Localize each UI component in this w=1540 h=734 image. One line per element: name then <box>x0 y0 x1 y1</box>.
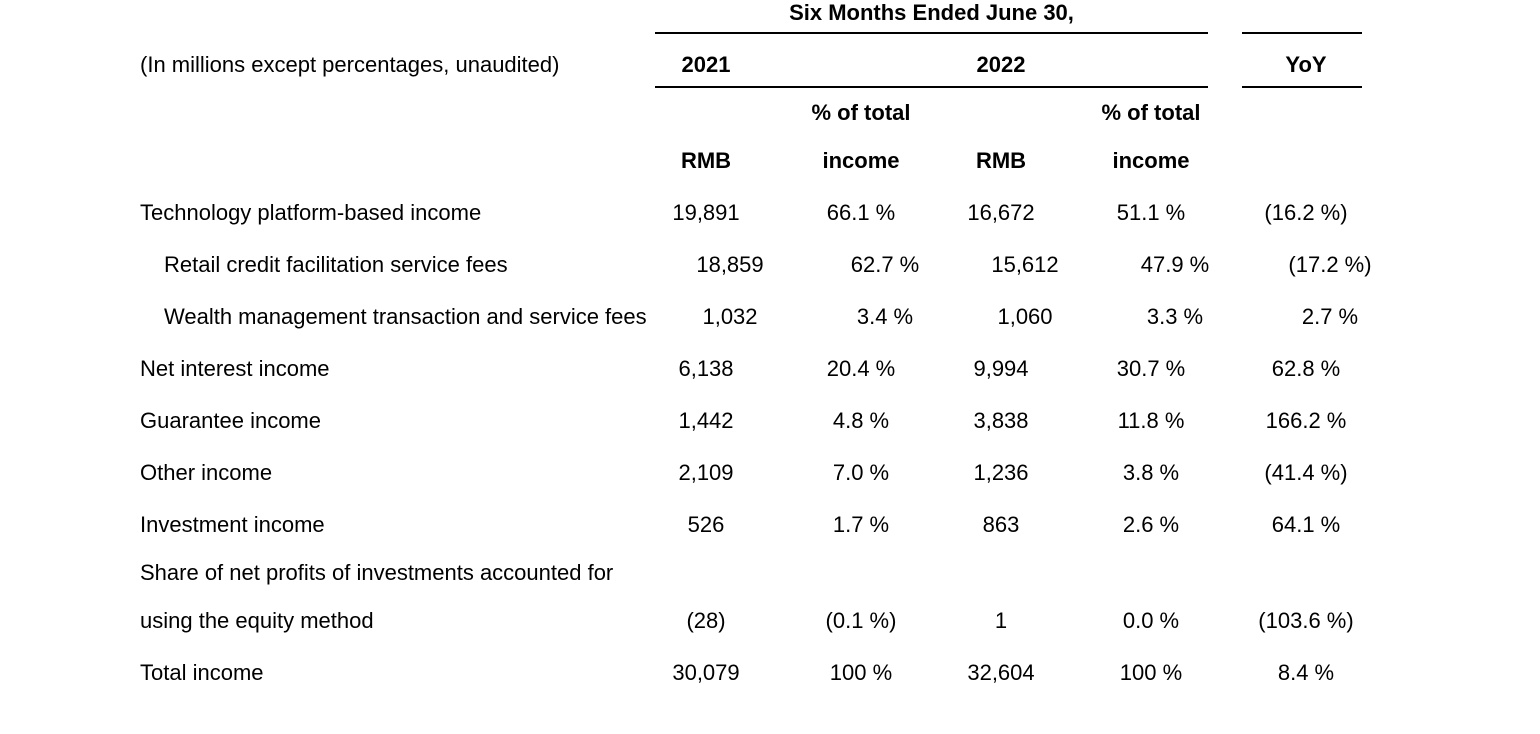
table-row: Technology platform-based income 19,891 … <box>0 200 1354 226</box>
row-label: Investment income <box>140 512 325 537</box>
table-row: Wealth management transaction and servic… <box>0 304 1378 330</box>
cell-rmb-2022: 3,838 <box>973 408 1029 433</box>
col-header-rmb-2021: RMB <box>680 148 732 173</box>
cell-rmb-2022: 1 <box>994 608 1008 633</box>
col-header-rmb-2022: RMB <box>975 148 1027 173</box>
cell-yoy: 166.2 % <box>1265 408 1347 433</box>
col-header-pct-2022-line1: % of total <box>1101 100 1201 125</box>
rule-span-yoy <box>1242 32 1362 34</box>
cell-rmb-2022: 16,672 <box>967 200 1035 225</box>
cell-rmb-2021: 1,442 <box>678 408 734 433</box>
pct-header-row: % of total % of total <box>0 100 1354 126</box>
col-header-pct-2022-line2: income <box>1112 148 1190 173</box>
row-label: Retail credit facilitation service fees <box>164 252 508 277</box>
yoy-header: YoY <box>1285 52 1327 77</box>
cell-pct-2022: 3.8 % <box>1122 460 1180 485</box>
cell-pct-2022: 51.1 % <box>1116 200 1186 225</box>
span-title: Six Months Ended June 30, <box>789 0 1074 25</box>
cell-pct-2022: 2.6 % <box>1122 512 1180 537</box>
year-2021-header: 2021 <box>681 52 731 77</box>
row-label: Other income <box>140 460 273 485</box>
cell-pct-2021: (0.1 %) <box>825 608 897 633</box>
table-row: Total income 30,079 100 % 32,604 100 % 8… <box>0 660 1354 686</box>
cell-rmb-2021: 18,859 <box>696 252 764 277</box>
cell-rmb-2021: 30,079 <box>672 660 740 685</box>
cell-pct-2021: 4.8 % <box>832 408 890 433</box>
cell-rmb-2022: 32,604 <box>967 660 1035 685</box>
cell-pct-2021: 1.7 % <box>832 512 890 537</box>
cell-pct-2022: 3.3 % <box>1146 304 1204 329</box>
cell-yoy: 2.7 % <box>1301 304 1359 329</box>
table-row: Investment income 526 1.7 % 863 2.6 % 64… <box>0 512 1354 538</box>
row-label: Guarantee income <box>140 408 321 433</box>
cell-rmb-2022: 1,236 <box>973 460 1029 485</box>
cell-pct-2022: 47.9 % <box>1140 252 1210 277</box>
cell-rmb-2021: 1,032 <box>702 304 758 329</box>
cell-rmb-2021: 19,891 <box>672 200 740 225</box>
row-label: using the equity method <box>140 608 374 633</box>
row-label: Wealth management transaction and servic… <box>164 304 647 329</box>
cell-yoy: 62.8 % <box>1271 356 1341 381</box>
rule-years-yoy <box>1242 86 1362 88</box>
cell-rmb-2022: 9,994 <box>973 356 1029 381</box>
cell-pct-2021: 62.7 % <box>850 252 920 277</box>
cell-rmb-2022: 863 <box>982 512 1020 537</box>
year-header-row: (In millions except percentages, unaudit… <box>0 52 1354 78</box>
cell-yoy: (103.6 %) <box>1258 608 1354 633</box>
row-label: Technology platform-based income <box>140 200 482 225</box>
table-row: Other income 2,109 7.0 % 1,236 3.8 % (41… <box>0 460 1354 486</box>
cell-pct-2022: 11.8 % <box>1117 408 1185 433</box>
cell-yoy: (41.4 %) <box>1264 460 1348 485</box>
cell-pct-2021: 66.1 % <box>826 200 896 225</box>
cell-yoy: 64.1 % <box>1271 512 1341 537</box>
cell-pct-2021: 20.4 % <box>826 356 896 381</box>
row-label: Net interest income <box>140 356 330 381</box>
cell-rmb-2022: 15,612 <box>991 252 1059 277</box>
table-row: Retail credit facilitation service fees … <box>0 252 1378 278</box>
row-label: Share of net profits of investments acco… <box>140 560 614 585</box>
col-header-pct-2021-line2: income <box>822 148 900 173</box>
cell-yoy: (16.2 %) <box>1264 200 1348 225</box>
rule-years-main <box>655 86 1208 88</box>
cell-rmb-2021: (28) <box>686 608 726 633</box>
unit-note: (In millions except percentages, unaudit… <box>140 52 560 77</box>
cell-rmb-2021: 526 <box>687 512 725 537</box>
table-row: using the equity method (28) (0.1 %) 1 0… <box>0 608 1354 634</box>
table-row: Share of net profits of investments acco… <box>0 560 1354 586</box>
table-row: Guarantee income 1,442 4.8 % 3,838 11.8 … <box>0 408 1354 434</box>
cell-pct-2022: 0.0 % <box>1122 608 1180 633</box>
cell-yoy: (17.2 %) <box>1288 252 1372 277</box>
col-header-pct-2021-line1: % of total <box>811 100 911 125</box>
cell-yoy: 8.4 % <box>1277 660 1335 685</box>
year-2022-header: 2022 <box>976 52 1026 77</box>
cell-pct-2022: 30.7 % <box>1116 356 1186 381</box>
cell-pct-2021: 3.4 % <box>856 304 914 329</box>
table-row: Net interest income 6,138 20.4 % 9,994 3… <box>0 356 1354 382</box>
cell-rmb-2022: 1,060 <box>997 304 1053 329</box>
row-label: Total income <box>140 660 264 685</box>
cell-pct-2022: 100 % <box>1119 660 1183 685</box>
rmb-header-row: RMB income RMB income <box>0 148 1354 174</box>
cell-rmb-2021: 2,109 <box>678 460 734 485</box>
rule-span-main <box>655 32 1208 34</box>
cell-rmb-2021: 6,138 <box>678 356 734 381</box>
cell-pct-2021: 100 % <box>829 660 893 685</box>
cell-pct-2021: 7.0 % <box>832 460 890 485</box>
